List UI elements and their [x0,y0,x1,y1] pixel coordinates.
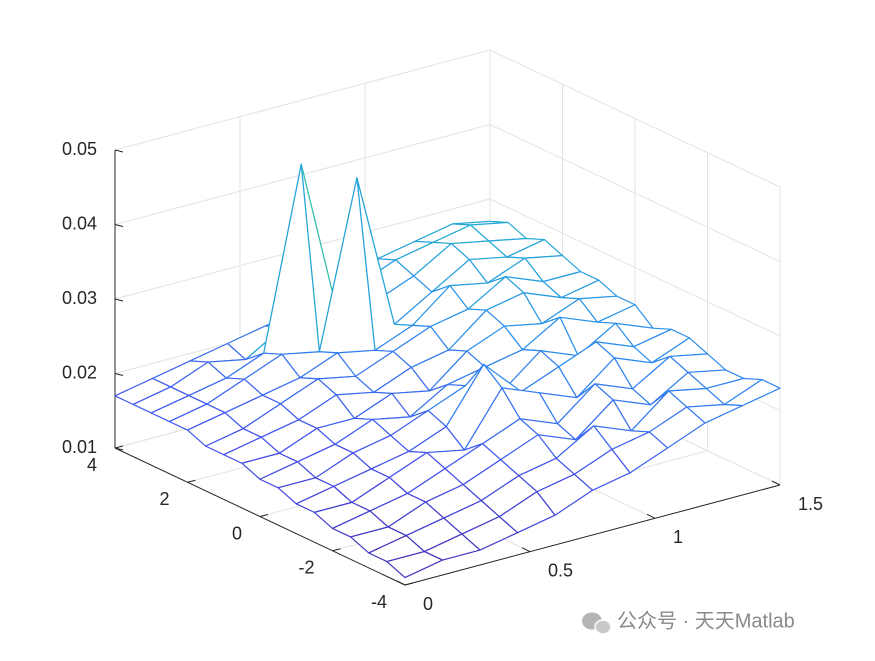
mesh-cell [263,163,320,355]
watermark-icon [582,612,612,635]
z-tick [114,224,124,227]
x-tick [646,513,656,519]
y-tick [332,548,341,552]
x-tick [771,480,781,486]
y-tick [404,582,414,586]
z-tick [114,149,124,153]
x-tick-label: 1 [673,527,683,547]
x-axis [404,484,781,586]
y-tick [259,514,269,517]
z-tick [114,447,124,451]
x-tick-label: 0 [423,594,433,614]
z-tick [114,373,124,376]
y-tick [187,479,196,483]
x-tick-label: 0.5 [548,560,573,580]
x-tick-label: 1.5 [798,494,823,514]
x-tick [396,580,406,586]
z-tick-label: 0.02 [62,362,97,382]
z-tick-label: 0.01 [62,437,97,457]
z-tick-label: 0.04 [62,213,97,233]
y-tick [114,445,124,449]
y-tick-label: 4 [87,455,97,475]
y-tick-label: -2 [298,558,314,578]
y-tick-label: 2 [159,489,169,509]
y-tick-label: 0 [232,523,242,543]
y-tick-label: -4 [371,592,387,612]
mesh-cell [318,177,376,354]
z-tick-label: 0.03 [62,288,97,308]
grid-line [114,49,491,151]
x-tick [521,547,531,553]
z-tick [114,298,124,302]
mesh-cell [386,550,444,579]
z-tick-label: 0.05 [62,139,97,159]
watermark: 公众号 · 天天Matlab [617,609,795,632]
